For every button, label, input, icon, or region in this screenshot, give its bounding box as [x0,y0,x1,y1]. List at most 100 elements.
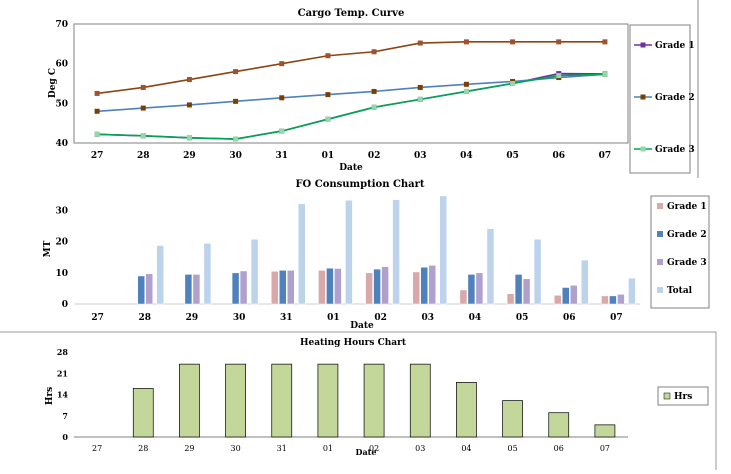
bar [203,243,212,305]
data-point [279,95,285,101]
bar [239,270,248,305]
plot-area [73,23,629,144]
bar [271,271,279,305]
legend-marker [640,94,646,100]
bar [271,363,293,438]
x-tick-label: 30 [229,151,242,161]
x-tick-label: 27 [92,444,102,453]
data-point [186,77,192,83]
data-point [325,53,331,59]
legend-label: Grade 3 [655,145,695,155]
cargo-temp-svg: Cargo Temp. Curve Date Deg C 40 50 60 70 27 28 29… [48,0,699,178]
bar [459,289,468,305]
bar [298,203,306,305]
x-tick-label: 03 [415,444,425,453]
bar [594,424,616,438]
data-point [463,88,469,94]
data-point [325,116,331,122]
bar [456,382,477,438]
legend-marker [640,42,646,48]
bar [334,268,342,305]
y-axis-title: Hrs [45,387,55,405]
data-point [279,61,285,67]
data-point [371,104,377,110]
chart-title: Heating Hours Chart [300,338,407,348]
bar [506,293,515,305]
legend-label: Total [667,286,693,296]
data-point [556,39,562,45]
y-tick-label: 21 [57,368,68,378]
bar [132,388,154,438]
x-tick-label: 03 [421,313,434,323]
x-tick-label: 01 [323,444,333,453]
bar [179,363,200,438]
data-point [233,98,239,104]
bar [363,363,385,438]
y-tick-label: 0 [62,432,68,442]
x-tick-label: 27 [91,151,104,161]
legend-swatch [657,287,663,293]
bar [381,266,389,305]
bar [250,238,259,305]
bar [617,294,625,305]
legend-label: Grade 2 [667,230,707,240]
x-axis-title: Date [356,447,377,457]
bar [628,277,636,305]
bar [279,270,287,305]
x-tick-label: 29 [183,151,196,161]
x-tick-label: 28 [138,444,148,453]
data-point [279,128,285,134]
fo-consumption-chart: FO Consumption Chart Date MT 0 10 20 30 27 28 29 3… [0,178,731,331]
y-tick-label: 70 [55,20,68,30]
x-tick-label: 07 [600,444,610,453]
chart-title: Cargo Temp. Curve [298,8,405,19]
data-point [463,39,469,45]
y-tick-label: 40 [55,139,68,149]
x-axis-title: Date [350,321,374,330]
y-tick-label: 28 [57,347,69,357]
chart-title: FO Consumption Chart [295,179,424,190]
x-tick-label: 07 [599,151,612,161]
data-point [602,71,608,77]
bar [548,412,570,438]
x-tick-label: 06 [552,151,565,161]
x-tick-label: 28 [138,313,151,323]
bar [439,195,447,305]
data-point [556,73,562,79]
x-tick-label: 29 [184,444,194,453]
x-tick-label: 04 [461,444,471,453]
x-tick-label: 27 [91,313,104,323]
x-tick-label: 01 [322,151,335,161]
bar [137,275,145,305]
series-line-3 [97,73,605,140]
bar [554,295,562,305]
x-tick-label: 31 [277,444,287,453]
data-point [371,88,377,94]
cargo-temp-chart: Cargo Temp. Curve Date Deg C 40 50 60 70 27 28 29… [0,0,731,178]
x-tick-label: 06 [563,313,576,323]
bar [601,295,609,305]
y-axis-title: Deg C [48,68,58,98]
legend-label: Grade 1 [655,41,695,51]
y-axis-title: MT [43,240,53,257]
x-tick-label: 04 [469,313,482,323]
data-point [94,131,100,137]
bar [345,200,353,305]
data-point [417,40,423,46]
data-point [233,69,239,75]
bar [514,274,523,305]
legend-swatch [657,231,663,237]
legend-label: Grade 3 [667,258,707,268]
bar [420,267,428,305]
y-tick-label: 0 [62,300,68,310]
bar [318,270,326,305]
y-tick-label: 10 [55,269,68,279]
series-line-2 [97,73,605,113]
x-tick-label: 05 [516,313,529,323]
x-tick-label: 05 [506,151,519,161]
data-point [140,84,146,90]
bar [412,271,420,305]
y-tick-label: 7 [62,411,68,421]
heating-hours-chart: Heating Hours Chart Date Hrs 0 7 14 21 28 27 28 29… [0,330,731,470]
